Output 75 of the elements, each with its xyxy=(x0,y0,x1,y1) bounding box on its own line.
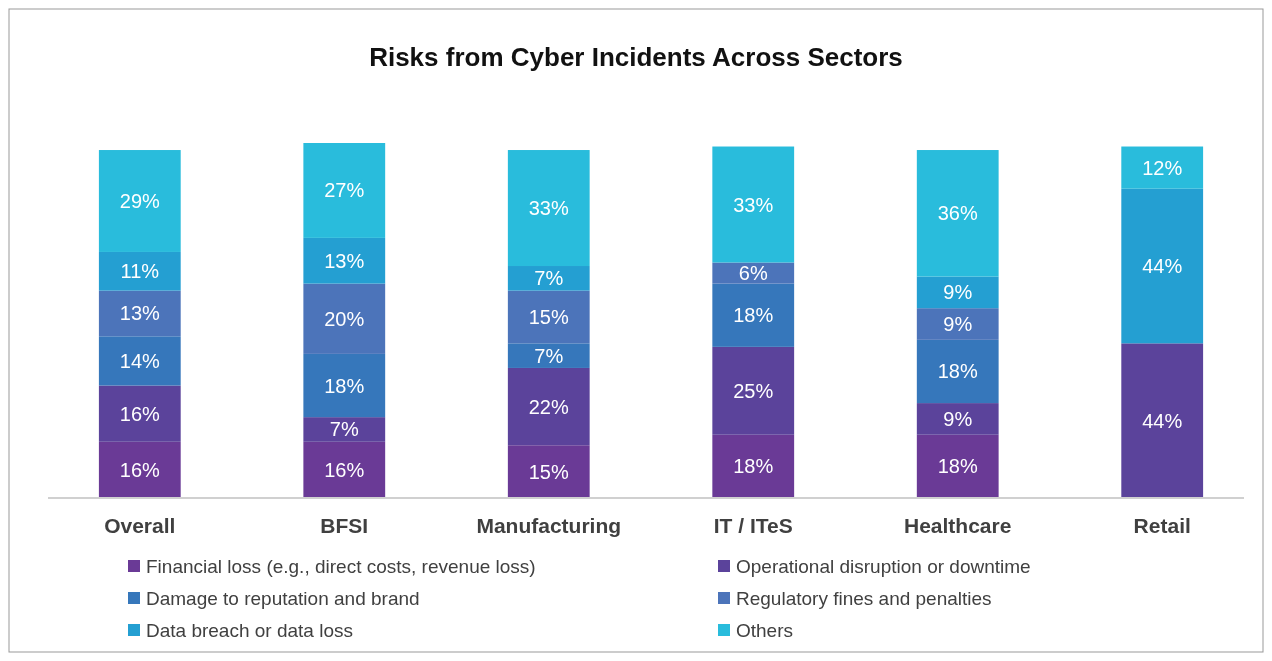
data-label: 33% xyxy=(528,197,569,220)
x-tick-label: Healthcare xyxy=(904,514,1012,537)
data-label: 44% xyxy=(1142,409,1183,432)
data-label: 13% xyxy=(119,302,161,325)
legend-label: Data breach or data loss xyxy=(146,619,354,641)
bar xyxy=(712,146,795,263)
data-label: 18% xyxy=(733,304,774,327)
bar xyxy=(303,353,386,418)
data-label: 9% xyxy=(943,313,973,336)
bar xyxy=(712,434,795,498)
x-tick-label: Manufacturing xyxy=(476,514,622,537)
bar xyxy=(98,290,181,337)
bar xyxy=(303,441,386,498)
data-label: 33% xyxy=(733,193,774,216)
data-label: 7% xyxy=(534,344,564,367)
data-label: 16% xyxy=(119,458,161,481)
legend-label: Damage to reputation and brand xyxy=(146,587,420,609)
data-label: 44% xyxy=(1142,255,1183,278)
data-label: 9% xyxy=(943,281,973,304)
bar xyxy=(916,403,999,435)
bar xyxy=(507,343,590,368)
bar xyxy=(712,283,795,347)
data-label: 29% xyxy=(119,190,161,212)
bar xyxy=(98,336,181,386)
bar xyxy=(712,346,795,435)
data-label: 27% xyxy=(324,179,365,202)
bar xyxy=(303,283,386,354)
data-label: 7% xyxy=(534,267,564,290)
data-label: 36% xyxy=(937,202,978,225)
bar xyxy=(507,445,590,498)
legend-label: Regulatory fines and penalties xyxy=(736,587,992,609)
bar xyxy=(1121,146,1204,189)
data-label: 16% xyxy=(119,402,161,425)
data-label: 6% xyxy=(738,262,768,285)
x-tick-label: BFSI xyxy=(320,514,369,537)
bar xyxy=(98,251,181,291)
bar xyxy=(507,150,590,267)
data-label: 16% xyxy=(324,458,365,481)
data-label: 20% xyxy=(324,307,365,330)
bar xyxy=(507,266,590,291)
data-label: 14% xyxy=(119,349,161,372)
data-label: 15% xyxy=(528,460,569,483)
data-label: 13% xyxy=(324,249,365,272)
bar xyxy=(507,290,590,344)
bar xyxy=(98,150,181,252)
data-label: 18% xyxy=(937,360,978,383)
bar xyxy=(303,143,386,238)
bar xyxy=(916,150,999,277)
bar xyxy=(98,441,181,498)
x-tick-label: IT / ITeS xyxy=(713,514,793,537)
chart-title: Risks from Cyber Incidents Across Sectors xyxy=(369,42,903,72)
data-label: 18% xyxy=(937,455,978,478)
bar xyxy=(303,417,386,442)
data-label: 22% xyxy=(528,395,569,418)
data-label: 12% xyxy=(1142,156,1183,179)
bar xyxy=(916,434,999,498)
data-label: 25% xyxy=(733,379,774,402)
legend-label: Others xyxy=(736,619,794,641)
bar xyxy=(1121,188,1204,344)
bar xyxy=(1121,343,1204,498)
data-label: 11% xyxy=(120,260,160,283)
data-label: 15% xyxy=(528,305,569,328)
x-tick-label: Retail xyxy=(1133,514,1191,537)
data-label: 7% xyxy=(329,418,359,441)
bar xyxy=(916,308,999,340)
bar xyxy=(303,237,386,284)
data-label: 9% xyxy=(943,407,973,430)
bar xyxy=(507,367,590,446)
legend-label: Operational disruption or downtime xyxy=(736,555,1031,577)
legend-label: Financial loss (e.g., direct costs, revenue loss) xyxy=(146,555,536,577)
data-label: 18% xyxy=(733,455,774,478)
data-label: 18% xyxy=(324,374,365,397)
bar xyxy=(98,385,181,442)
x-tick-label: Overall xyxy=(104,514,176,537)
bar xyxy=(916,339,999,404)
